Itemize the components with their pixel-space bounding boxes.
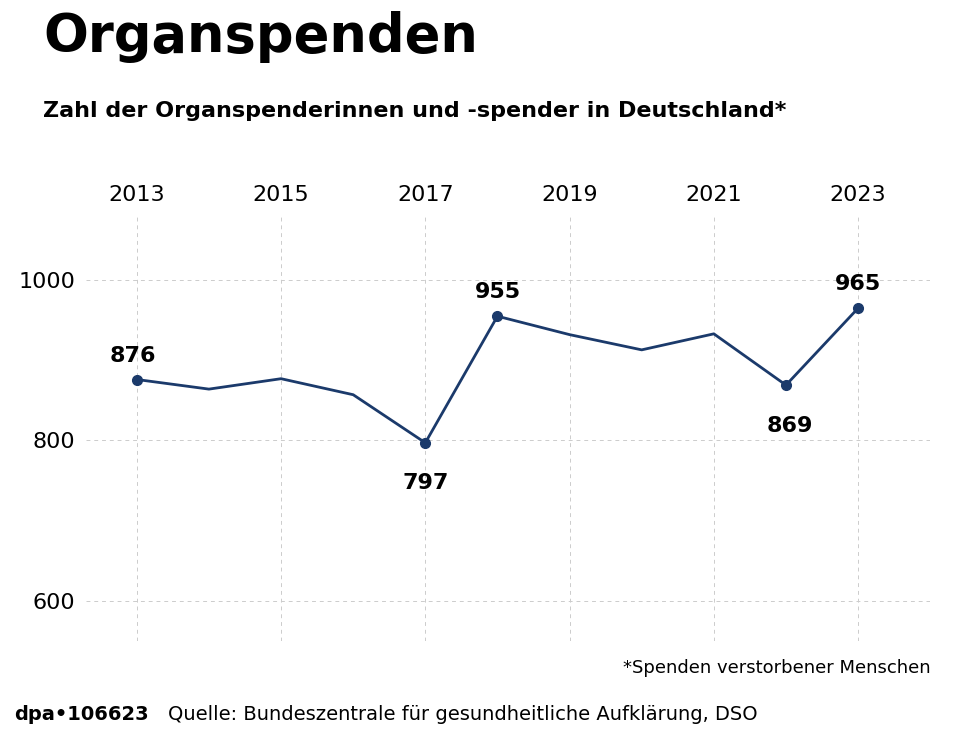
Text: Quelle: Bundeszentrale für gesundheitliche Aufklärung, DSO: Quelle: Bundeszentrale für gesundheitlic… <box>168 705 758 724</box>
Text: Organspenden: Organspenden <box>43 11 478 63</box>
Text: dpa•106623: dpa•106623 <box>14 705 149 724</box>
Text: 869: 869 <box>767 416 813 436</box>
Text: *Spenden verstorbener Menschen: *Spenden verstorbener Menschen <box>622 659 930 677</box>
Text: Zahl der Organspenderinnen und -spender in Deutschland*: Zahl der Organspenderinnen und -spender … <box>43 101 786 121</box>
Text: 797: 797 <box>402 473 449 493</box>
Text: 876: 876 <box>109 346 156 366</box>
Text: 965: 965 <box>835 274 881 294</box>
Text: 955: 955 <box>475 282 521 302</box>
